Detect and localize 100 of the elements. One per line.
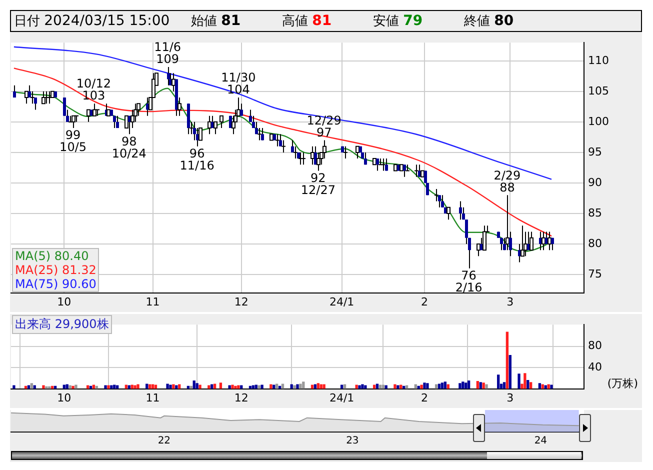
annotation: 96 11/16 xyxy=(180,146,214,172)
annotation: 2/29 88 xyxy=(494,168,521,194)
bar xyxy=(497,374,500,389)
candlestick xyxy=(116,115,119,129)
bar xyxy=(464,382,468,389)
candlestick xyxy=(403,164,406,178)
annotation: 12/29 97 xyxy=(306,113,342,140)
annotation: 11/6 109 xyxy=(154,40,182,66)
bar xyxy=(394,384,396,389)
annotation: 92 12/27 xyxy=(300,170,336,197)
candlestick xyxy=(240,103,243,116)
x-tick-label: 11 xyxy=(146,391,160,404)
bar xyxy=(234,386,237,389)
bar xyxy=(440,382,444,389)
candlestick xyxy=(249,109,252,122)
bar xyxy=(316,383,320,389)
bar xyxy=(237,385,240,389)
candlestick xyxy=(13,84,16,98)
bar xyxy=(172,384,175,389)
candlestick xyxy=(459,200,462,220)
bar xyxy=(293,385,296,389)
x-tick-label: 11 xyxy=(146,295,160,308)
bar xyxy=(72,386,74,389)
bar xyxy=(364,385,367,389)
candlestick xyxy=(95,109,100,116)
bar xyxy=(299,384,302,389)
bar xyxy=(213,384,216,389)
x-tick-label: 12 xyxy=(234,295,248,308)
bar xyxy=(530,382,532,389)
bar xyxy=(178,384,181,389)
x-tick-label: 10 xyxy=(57,295,72,308)
bar xyxy=(524,373,526,389)
bar xyxy=(462,382,464,389)
x-tick-label: 10 xyxy=(57,391,72,404)
y-tick-label: 75 xyxy=(588,267,602,280)
y-tick-label: 80 xyxy=(588,339,602,352)
candlestick xyxy=(441,194,444,208)
candlestick xyxy=(252,115,255,129)
bar xyxy=(192,380,196,389)
candlestick xyxy=(551,237,554,251)
y-tick-label: 85 xyxy=(588,206,602,220)
bar xyxy=(518,374,520,389)
bar xyxy=(361,384,364,389)
bar xyxy=(538,383,542,389)
bar xyxy=(376,384,379,389)
candlestick xyxy=(301,152,306,166)
text: MA(25) 81.32 xyxy=(15,262,96,277)
bar xyxy=(446,384,450,389)
candlestick xyxy=(30,90,35,104)
bar xyxy=(322,384,326,389)
bar xyxy=(107,385,110,389)
candlestick xyxy=(434,188,439,202)
x-tick-label: 24 xyxy=(534,436,548,447)
bar xyxy=(302,382,305,389)
bar xyxy=(42,385,45,389)
text: 高値 81 xyxy=(282,12,332,31)
x-tick-label: 2 xyxy=(421,391,428,404)
bar xyxy=(508,355,512,389)
y-axis-title: (万株) xyxy=(607,376,638,391)
bar xyxy=(134,385,136,389)
bar xyxy=(270,384,272,389)
bar xyxy=(420,384,423,389)
y-tick-label: 40 xyxy=(588,360,602,374)
y-tick-label: 90 xyxy=(588,176,602,189)
bar xyxy=(74,384,78,389)
bar xyxy=(547,384,550,389)
y-tick-label: 100 xyxy=(588,114,609,128)
bar xyxy=(45,386,48,389)
x-tick-label: 22 xyxy=(158,436,171,447)
bar xyxy=(290,384,293,389)
x-tick-label: 24/1 xyxy=(329,295,354,308)
bar xyxy=(146,384,148,389)
bar xyxy=(482,382,485,389)
bar xyxy=(110,385,113,389)
bar xyxy=(502,382,506,389)
bar xyxy=(210,384,214,389)
x-tick-label: 12 xyxy=(234,391,248,404)
candlestick xyxy=(381,158,386,172)
bar xyxy=(396,385,400,389)
bar xyxy=(479,382,482,389)
bar xyxy=(506,332,509,389)
annotation: 98 10/24 xyxy=(112,134,146,160)
y-tick-label: 80 xyxy=(588,236,602,250)
bar xyxy=(231,384,234,389)
bar xyxy=(320,384,322,389)
bar xyxy=(68,385,72,389)
x-tick-label: 3 xyxy=(506,391,514,404)
bar xyxy=(550,384,553,389)
text: 始値 81 xyxy=(191,12,241,31)
x-tick-label: 2 xyxy=(421,295,428,308)
x-tick-label: 3 xyxy=(506,295,514,308)
bar xyxy=(414,384,417,389)
bar xyxy=(275,384,278,389)
bar xyxy=(343,384,346,389)
text: MA(75) 90.60 xyxy=(15,276,96,291)
text: 日付 2024/03/15 15:00 xyxy=(14,12,170,31)
bar xyxy=(30,383,34,389)
y-tick-label: 110 xyxy=(588,54,609,67)
bar xyxy=(228,385,231,389)
bar xyxy=(219,382,222,389)
